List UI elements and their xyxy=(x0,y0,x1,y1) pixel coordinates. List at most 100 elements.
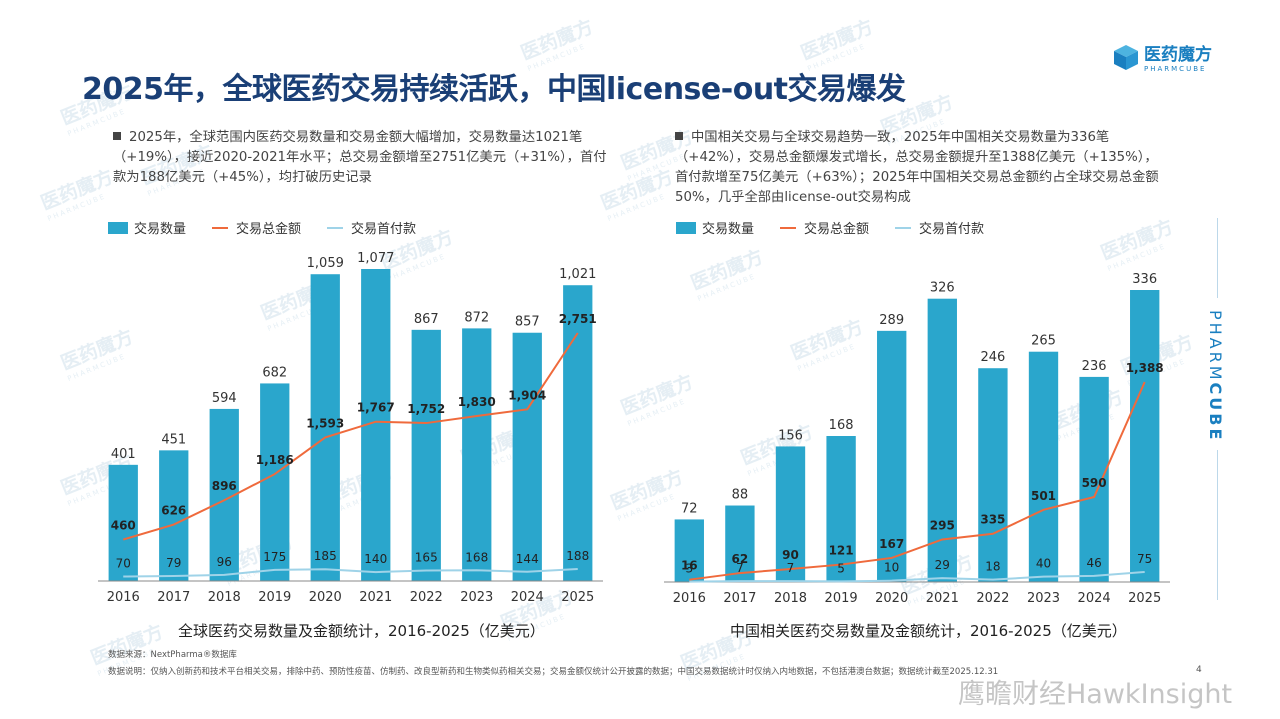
x-tick-2023: 2023 xyxy=(1027,591,1060,606)
total-label-2017: 626 xyxy=(161,504,186,518)
upfront-label-2023: 40 xyxy=(1036,557,1051,571)
bar-2025 xyxy=(1130,290,1160,582)
bar-label-2019: 168 xyxy=(829,418,854,433)
side-brand-light: PHARM xyxy=(1206,310,1225,383)
legend-label: 交易数量 xyxy=(702,222,755,237)
chart-caption-global: 全球医药交易数量及金额统计，2016-2025（亿美元） xyxy=(178,622,545,640)
bar-label-2017: 451 xyxy=(161,432,186,447)
upfront-label-2021: 29 xyxy=(935,558,950,572)
page-title: 2025年，全球医药交易持续活跃，中国license-out交易爆发 xyxy=(82,72,906,107)
page-number: 4 xyxy=(1196,665,1202,675)
bar-label-2021: 326 xyxy=(930,281,955,296)
total-label-2018: 896 xyxy=(212,479,237,493)
line-swatch xyxy=(895,226,912,229)
legend-global: 交易数量 交易总金额 交易首付款 xyxy=(108,218,442,237)
cube-logo-icon xyxy=(1114,44,1138,70)
total-label-2018: 90 xyxy=(782,548,799,562)
line-swatch xyxy=(212,226,229,229)
bar-label-2023: 265 xyxy=(1031,334,1056,349)
legend-item-count: 交易数量 xyxy=(676,218,754,237)
footnote-source: 数据来源：NextPharma®数据库 xyxy=(108,650,237,660)
legend-item-upfront: 交易首付款 xyxy=(327,218,416,237)
total-label-2024: 1,904 xyxy=(508,388,546,402)
total-label-2020: 167 xyxy=(879,537,904,551)
bar-2020 xyxy=(310,274,340,581)
bar-label-2016: 401 xyxy=(111,447,136,462)
legend-item-total: 交易总金额 xyxy=(780,218,869,237)
total-label-2019: 121 xyxy=(829,544,854,558)
x-tick-2021: 2021 xyxy=(926,591,959,606)
bar-label-2020: 1,059 xyxy=(307,256,344,271)
legend-label: 交易总金额 xyxy=(804,222,870,237)
bullet-china: 中国相关交易与全球交易趋势一致，2025年中国相关交易数量为336笔（+42%）… xyxy=(675,128,1160,208)
bar-label-2018: 156 xyxy=(778,428,803,443)
brand-logo: 医药魔方 PHARMCUBE xyxy=(1112,40,1212,73)
bar-2016 xyxy=(108,464,138,581)
x-tick-2021: 2021 xyxy=(359,590,392,605)
x-tick-2023: 2023 xyxy=(460,590,493,605)
upfront-label-2017: 7 xyxy=(736,561,744,575)
bar-2020 xyxy=(877,330,907,582)
source-watermark: 鹰瞻财经HawkInsight xyxy=(958,679,1233,710)
bullet-global: 2025年，全球范围内医药交易数量和交易金额大幅增加，交易数量达1021笔（+1… xyxy=(113,128,613,188)
x-tick-2017: 2017 xyxy=(723,591,756,606)
upfront-label-2022: 165 xyxy=(415,550,438,564)
bar-2021 xyxy=(927,298,957,582)
bar-swatch xyxy=(676,221,696,234)
logo-en-text: PHARMCUBE xyxy=(1144,65,1207,73)
bar-2025 xyxy=(563,285,593,581)
bar-2016 xyxy=(674,519,704,582)
upfront-label-2022: 18 xyxy=(985,560,1000,574)
side-divider xyxy=(1217,450,1218,600)
side-brand-text: PHARMCUBE xyxy=(1206,310,1225,442)
legend-label: 交易首付款 xyxy=(351,222,417,237)
upfront-label-2021: 140 xyxy=(364,552,387,566)
legend-item-total: 交易总金额 xyxy=(212,218,301,237)
x-tick-2022: 2022 xyxy=(410,590,443,605)
total-label-2025: 2,751 xyxy=(559,312,597,326)
footnote-note: 数据说明：仅纳入创新药和技术平台相关交易，排除中药、预防性疫苗、仿制药、改良型新… xyxy=(108,667,999,677)
upfront-label-2025: 75 xyxy=(1137,552,1152,566)
bar-label-2024: 236 xyxy=(1082,359,1107,374)
bar-label-2024: 857 xyxy=(515,315,540,330)
line-upfront xyxy=(123,568,578,578)
bar-2017 xyxy=(725,505,755,582)
x-tick-2020: 2020 xyxy=(309,590,342,605)
x-tick-2016: 2016 xyxy=(107,590,140,605)
line-total xyxy=(122,332,579,541)
bar-2022 xyxy=(411,329,441,581)
upfront-label-2023: 168 xyxy=(465,550,488,564)
total-label-2021: 1,767 xyxy=(357,401,395,415)
legend-item-upfront: 交易首付款 xyxy=(895,218,984,237)
total-label-2024: 590 xyxy=(1082,476,1107,490)
bullet-china-text: 中国相关交易与全球交易趋势一致，2025年中国相关交易数量为336笔（+42%）… xyxy=(675,130,1159,205)
upfront-label-2020: 185 xyxy=(314,549,337,563)
legend-china: 交易数量 交易总金额 交易首付款 xyxy=(676,218,1010,237)
total-label-2025: 1,388 xyxy=(1126,361,1164,375)
bar-label-2021: 1,077 xyxy=(357,251,394,266)
bullet-global-text: 2025年，全球范围内医药交易数量和交易金额大幅增加，交易数量达1021笔（+1… xyxy=(113,130,607,185)
upfront-label-2024: 46 xyxy=(1086,556,1101,570)
bar-2019 xyxy=(826,436,856,582)
total-label-2023: 1,830 xyxy=(458,395,496,409)
upfront-label-2018: 96 xyxy=(217,555,232,569)
x-tick-2018: 2018 xyxy=(208,590,241,605)
x-tick-2024: 2024 xyxy=(511,590,544,605)
bar-label-2025: 336 xyxy=(1132,272,1157,287)
upfront-label-2024: 144 xyxy=(516,552,539,566)
bar-2023 xyxy=(1028,351,1059,582)
bar-label-2017: 88 xyxy=(732,488,749,503)
upfront-label-2016: 3 xyxy=(685,562,693,576)
x-tick-2020: 2020 xyxy=(875,591,908,606)
total-label-2022: 335 xyxy=(980,513,1005,527)
legend-label: 交易首付款 xyxy=(919,222,985,237)
legend-item-count: 交易数量 xyxy=(108,218,186,237)
bar-swatch xyxy=(108,221,128,234)
x-tick-2024: 2024 xyxy=(1078,591,1111,606)
x-tick-2017: 2017 xyxy=(157,590,190,605)
upfront-label-2019: 5 xyxy=(837,561,845,575)
x-tick-2025: 2025 xyxy=(1128,591,1161,606)
legend-label: 交易总金额 xyxy=(236,222,302,237)
upfront-label-2020: 10 xyxy=(884,561,899,575)
